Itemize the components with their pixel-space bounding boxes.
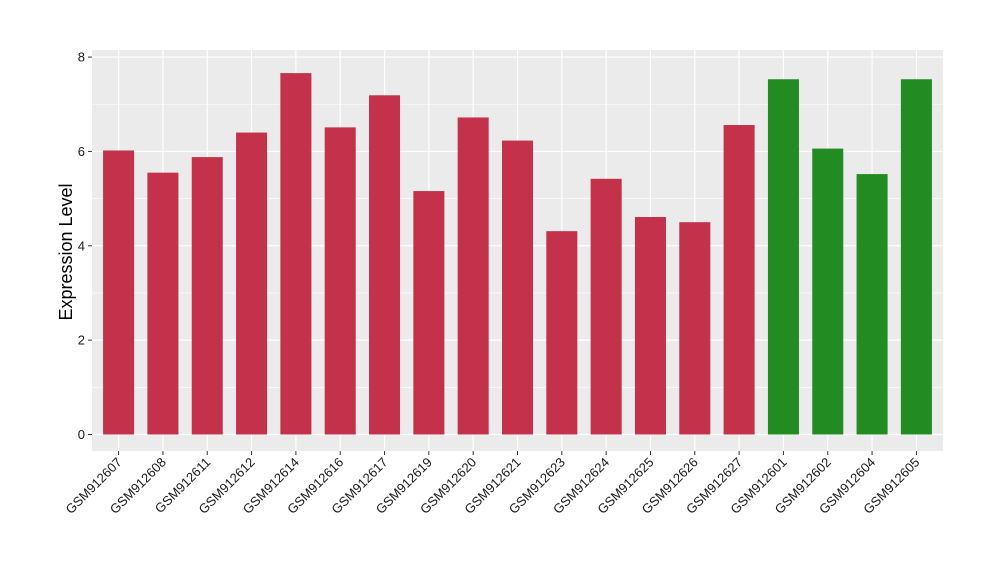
- bar-gsm912626: [679, 222, 711, 435]
- bar-gsm912624: [590, 178, 622, 435]
- y-tick-label: 8: [78, 50, 85, 65]
- bar-gsm912601: [767, 79, 799, 435]
- bar-gsm912620: [457, 117, 489, 435]
- bar-gsm912612: [236, 132, 268, 435]
- bar-gsm912602: [812, 148, 844, 435]
- y-tick-label: 0: [78, 427, 85, 442]
- bar-gsm912621: [501, 140, 534, 435]
- bar-gsm912605: [900, 79, 932, 435]
- bar-gsm912616: [324, 127, 356, 435]
- y-tick-label: 2: [78, 333, 85, 348]
- y-axis: 0 2 4 6 8: [78, 50, 92, 442]
- bar-gsm912617: [369, 95, 401, 435]
- bar-gsm912627: [723, 125, 755, 435]
- bar-gsm912625: [634, 217, 666, 435]
- bar-gsm912623: [546, 231, 578, 435]
- bars: [103, 73, 932, 435]
- bar-gsm912611: [191, 157, 223, 435]
- y-tick-label: 4: [78, 238, 85, 253]
- bar-gsm912614: [280, 73, 312, 435]
- y-axis-title: Expression Level: [56, 183, 76, 320]
- y-tick-label: 6: [78, 144, 85, 159]
- bar-gsm912619: [413, 191, 445, 435]
- bar-gsm912608: [147, 172, 179, 435]
- x-axis: GSM912607GSM912608GSM912611GSM912612GSM9…: [62, 451, 923, 517]
- bar-gsm912604: [856, 174, 888, 435]
- bar-gsm912607: [103, 150, 135, 435]
